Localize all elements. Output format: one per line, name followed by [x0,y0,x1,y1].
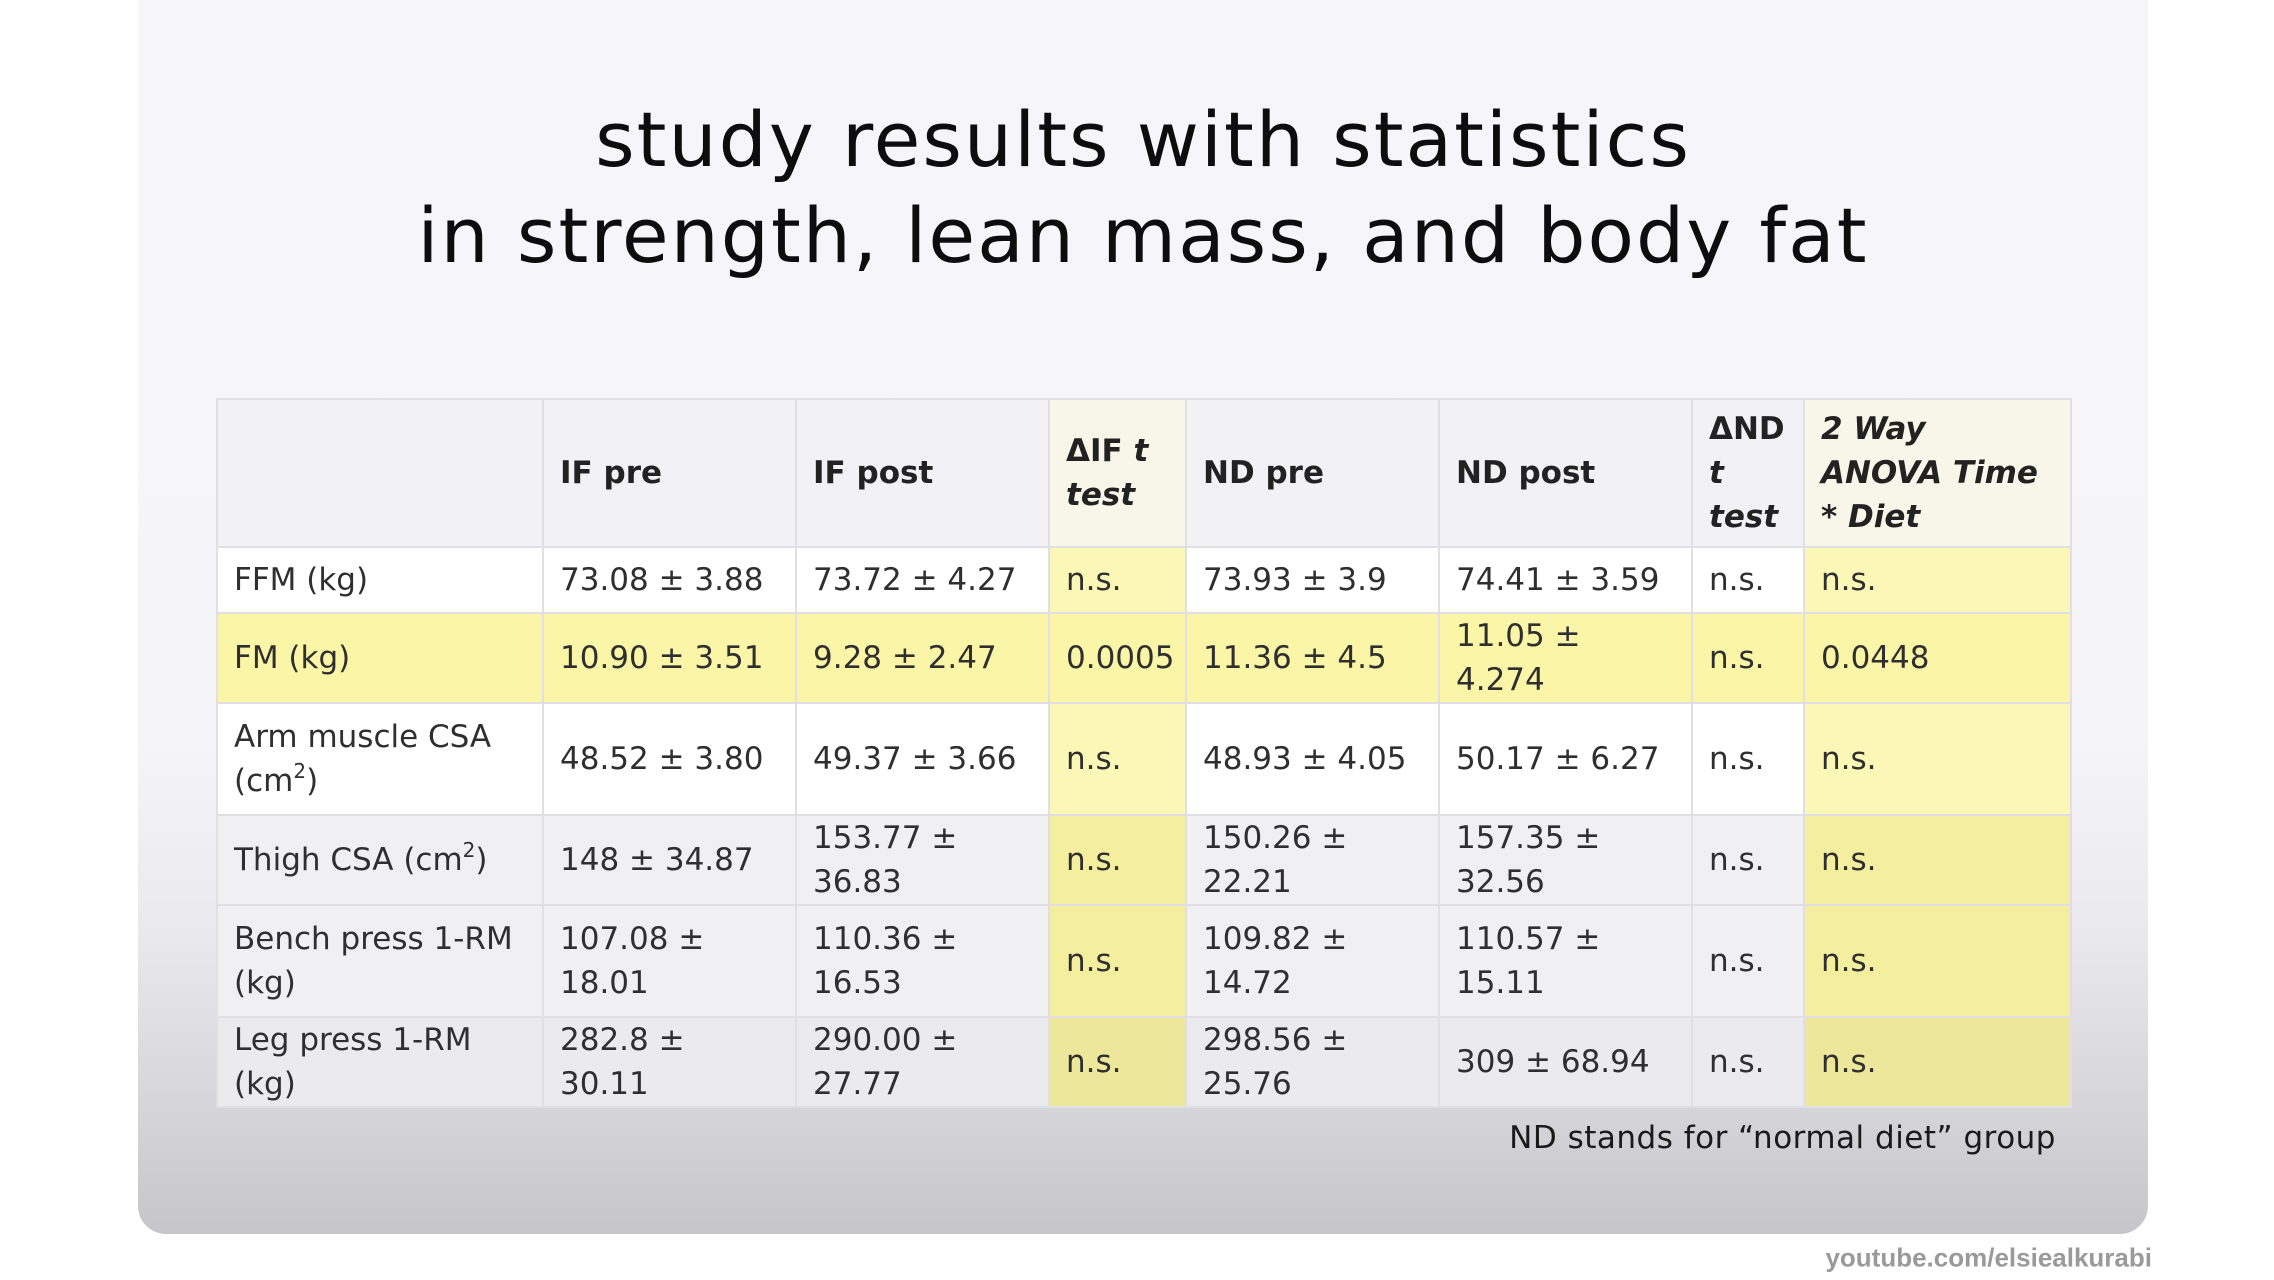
cell-anova: n.s. [1803,814,2072,906]
cell-delta-nd: n.s. [1691,546,1805,614]
header-metric [216,398,544,548]
cell-nd-post: 157.35 ± 32.56 [1438,814,1693,906]
cell-nd-pre: 73.93 ± 3.9 [1185,546,1440,614]
slide-title: study results with statistics in strengt… [138,92,2148,284]
cell-metric: Bench press 1-RM (kg) [216,904,544,1018]
cell-if-pre: 48.52 ± 3.80 [542,702,797,816]
cell-if-post: 73.72 ± 4.27 [795,546,1050,614]
cell-delta-nd: n.s. [1691,612,1805,704]
cell-metric: Leg press 1-RM (kg) [216,1016,544,1108]
cell-nd-post: 110.57 ± 15.11 [1438,904,1693,1018]
cell-if-pre: 107.08 ± 18.01 [542,904,797,1018]
slide: study results with statistics in strengt… [138,0,2148,1234]
results-table: IF pre IF post ΔIF t test ND pre ND post… [216,398,2072,1108]
cell-metric: Thigh CSA (cm2) [216,814,544,906]
cell-if-post: 49.37 ± 3.66 [795,702,1050,816]
cell-if-post: 153.77 ± 36.83 [795,814,1050,906]
header-if-pre: IF pre [542,398,797,548]
cell-delta-if: n.s. [1048,702,1187,816]
table-row: Thigh CSA (cm2) 148 ± 34.87 153.77 ± 36.… [216,814,2072,906]
cell-metric: Arm muscle CSA (cm2) [216,702,544,816]
table-row: FFM (kg) 73.08 ± 3.88 73.72 ± 4.27 n.s. … [216,546,2072,614]
cell-if-post: 290.00 ± 27.77 [795,1016,1050,1108]
slide-title-line-1: study results with statistics [595,95,1691,184]
cell-anova: n.s. [1803,546,2072,614]
cell-nd-pre: 150.26 ± 22.21 [1185,814,1440,906]
footnote: ND stands for “normal diet” group [1509,1120,2056,1156]
cell-nd-post: 11.05 ± 4.274 [1438,612,1693,704]
slide-title-line-2: in strength, lean mass, and body fat [417,191,1869,280]
cell-nd-pre: 109.82 ± 14.72 [1185,904,1440,1018]
cell-delta-if: n.s. [1048,1016,1187,1108]
header-anova: 2 Way ANOVA Time * Diet [1803,398,2072,548]
header-nd-post: ND post [1438,398,1693,548]
table-header-row: IF pre IF post ΔIF t test ND pre ND post… [216,398,2072,548]
cell-if-pre: 148 ± 34.87 [542,814,797,906]
cell-anova: n.s. [1803,1016,2072,1108]
cell-if-post: 110.36 ± 16.53 [795,904,1050,1018]
cell-delta-nd: n.s. [1691,702,1805,816]
cell-anova: n.s. [1803,904,2072,1018]
header-nd-pre: ND pre [1185,398,1440,548]
cell-if-pre: 10.90 ± 3.51 [542,612,797,704]
cell-nd-pre: 11.36 ± 4.5 [1185,612,1440,704]
cell-delta-nd: n.s. [1691,1016,1805,1108]
watermark: youtube.com/elsiealkurabi [1825,1242,2152,1273]
table-row-highlighted: FM (kg) 10.90 ± 3.51 9.28 ± 2.47 0.0005 … [216,612,2072,704]
cell-delta-nd: n.s. [1691,814,1805,906]
cell-metric: FM (kg) [216,612,544,704]
cell-if-pre: 73.08 ± 3.88 [542,546,797,614]
table-row: Arm muscle CSA (cm2) 48.52 ± 3.80 49.37 … [216,702,2072,816]
cell-metric: FFM (kg) [216,546,544,614]
header-delta-if-t-test: ΔIF t test [1048,398,1187,548]
cell-delta-if: n.s. [1048,814,1187,906]
cell-delta-nd: n.s. [1691,904,1805,1018]
cell-delta-if: 0.0005 [1048,612,1187,704]
cell-nd-post: 74.41 ± 3.59 [1438,546,1693,614]
cell-nd-pre: 298.56 ± 25.76 [1185,1016,1440,1108]
cell-delta-if: n.s. [1048,546,1187,614]
cell-anova: 0.0448 [1803,612,2072,704]
cell-if-pre: 282.8 ± 30.11 [542,1016,797,1108]
header-if-post: IF post [795,398,1050,548]
cell-nd-pre: 48.93 ± 4.05 [1185,702,1440,816]
cell-nd-post: 309 ± 68.94 [1438,1016,1693,1108]
cell-if-post: 9.28 ± 2.47 [795,612,1050,704]
cell-anova: n.s. [1803,702,2072,816]
table-row: Bench press 1-RM (kg) 107.08 ± 18.01 110… [216,904,2072,1018]
table-row: Leg press 1-RM (kg) 282.8 ± 30.11 290.00… [216,1016,2072,1108]
cell-delta-if: n.s. [1048,904,1187,1018]
header-delta-nd-t-test: ΔND t test [1691,398,1805,548]
cell-nd-post: 50.17 ± 6.27 [1438,702,1693,816]
